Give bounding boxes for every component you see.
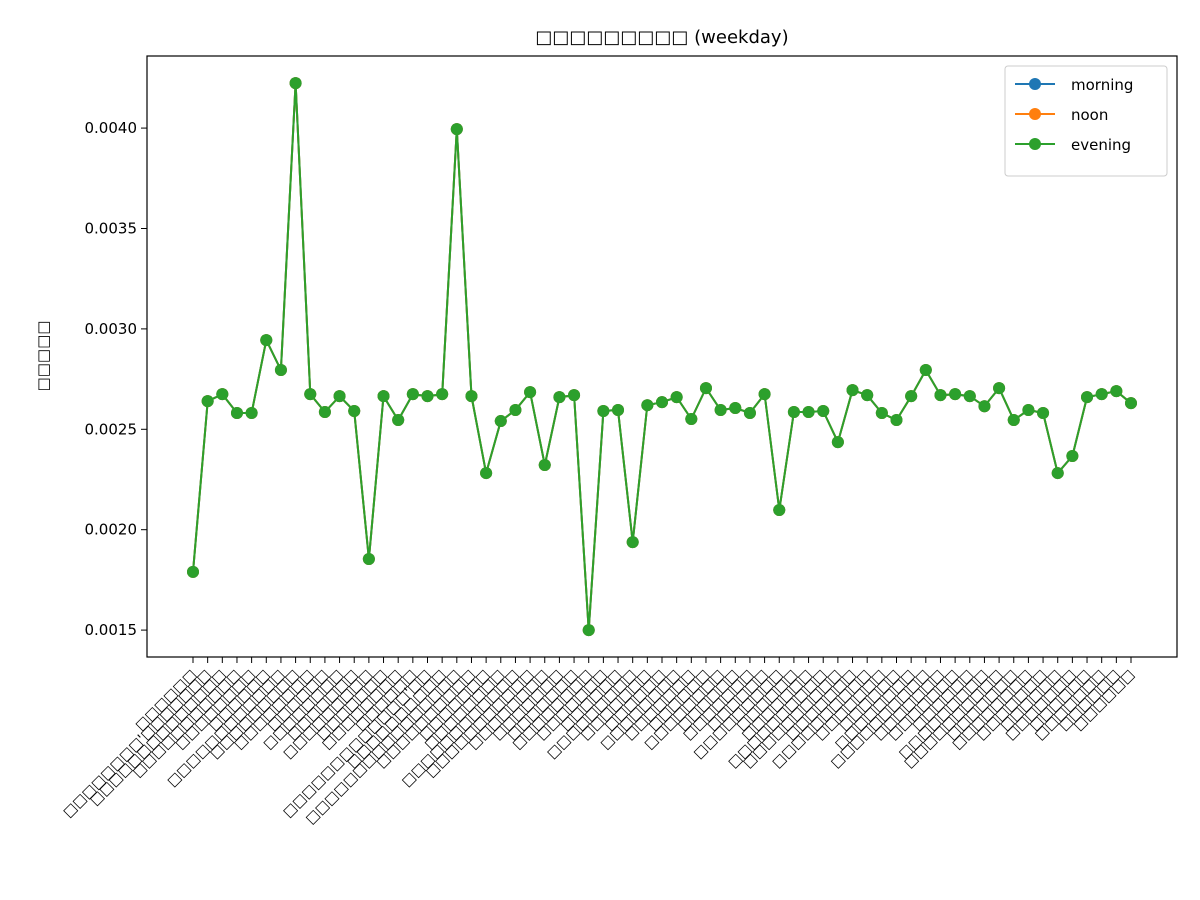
legend-marker: [1029, 108, 1041, 120]
data-point: [1022, 404, 1035, 417]
data-point: [612, 404, 625, 417]
data-point: [802, 406, 815, 419]
data-point: [656, 396, 668, 409]
data-point: [333, 390, 346, 403]
data-point: [743, 407, 756, 420]
data-point: [348, 405, 361, 418]
data-point: [406, 388, 419, 401]
data-point: [699, 382, 712, 395]
data-point: [436, 388, 449, 401]
y-tick-label: 0.0030: [85, 320, 138, 338]
data-point: [538, 459, 551, 472]
data-point: [1007, 414, 1020, 427]
y-tick-label: 0.0020: [85, 521, 138, 539]
data-point: [670, 391, 683, 404]
data-point: [963, 390, 976, 403]
data-point: [597, 405, 610, 418]
data-point: [362, 553, 375, 566]
data-point: [861, 389, 874, 402]
data-point: [919, 364, 932, 377]
data-point: [773, 504, 786, 517]
data-point: [1095, 388, 1108, 401]
data-point: [392, 414, 405, 427]
y-tick-label: 0.0040: [85, 119, 138, 137]
data-point: [187, 565, 199, 578]
legend-label: noon: [1071, 106, 1108, 124]
y-axis-label: □□□□□: [34, 321, 52, 392]
data-point: [216, 388, 229, 401]
data-point: [626, 536, 639, 549]
data-point: [1037, 407, 1050, 420]
data-point: [553, 391, 566, 404]
data-point: [934, 389, 947, 402]
data-point: [230, 407, 243, 420]
data-point: [568, 389, 581, 402]
data-point: [480, 467, 493, 480]
data-point: [377, 390, 390, 403]
data-point: [274, 364, 287, 377]
data-point: [641, 399, 654, 412]
legend-label: morning: [1071, 76, 1133, 94]
data-point: [524, 386, 537, 399]
data-point: [685, 413, 698, 426]
data-point: [758, 388, 771, 401]
data-point: [289, 77, 302, 90]
data-point: [245, 407, 258, 420]
y-tick-label: 0.0035: [85, 219, 138, 237]
legend-marker: [1029, 78, 1041, 90]
data-point: [450, 123, 463, 136]
data-point: [465, 390, 478, 403]
data-point: [714, 404, 727, 417]
data-point: [582, 624, 595, 637]
data-point: [1066, 449, 1079, 462]
data-point: [905, 390, 918, 403]
data-point: [1125, 397, 1137, 410]
data-point: [1110, 385, 1123, 398]
data-point: [304, 388, 317, 401]
data-point: [494, 415, 507, 428]
y-tick-label: 0.0025: [85, 420, 138, 438]
legend-label: evening: [1071, 136, 1131, 154]
legend-box: [1004, 65, 1168, 177]
legend-marker: [1029, 138, 1041, 150]
y-tick-label: 0.0015: [85, 621, 138, 639]
data-point: [890, 414, 903, 427]
data-point: [817, 405, 830, 418]
data-point: [260, 334, 273, 347]
data-point: [729, 402, 742, 415]
data-point: [509, 404, 522, 417]
chart-title: □□□□□□□□□ (weekday): [535, 27, 788, 48]
data-point: [318, 406, 331, 419]
data-point: [831, 436, 844, 449]
data-point: [978, 400, 991, 413]
data-point: [1051, 467, 1064, 480]
data-point: [875, 407, 888, 420]
data-point: [421, 390, 434, 403]
data-point: [846, 384, 859, 397]
data-point: [787, 406, 800, 419]
data-point: [949, 388, 962, 401]
data-point: [993, 382, 1006, 395]
data-point: [201, 395, 214, 408]
data-point: [1081, 391, 1094, 404]
